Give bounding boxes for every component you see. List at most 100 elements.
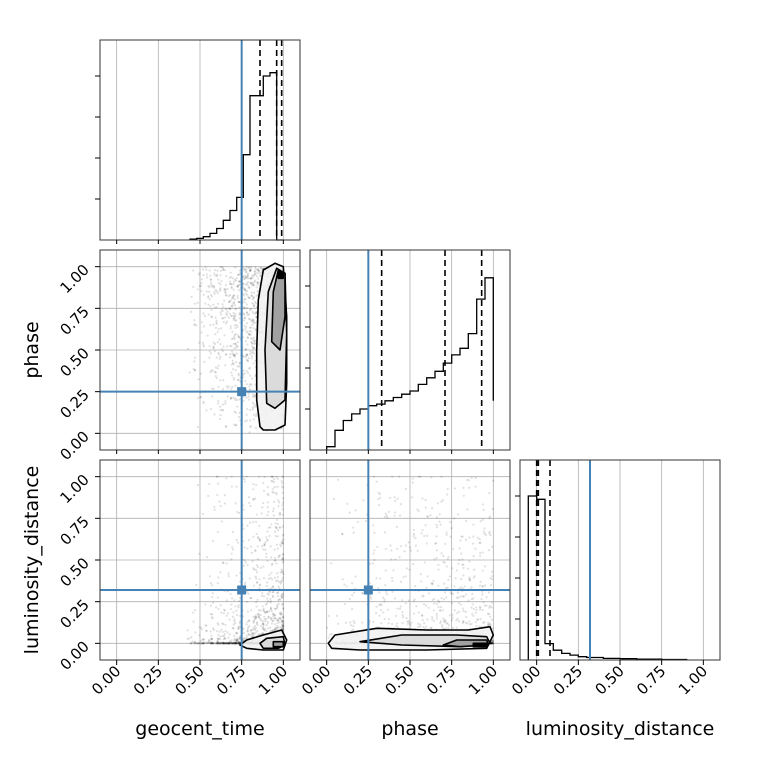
scatter-point-geocent_time-phase-736 bbox=[250, 276, 253, 280]
x-axis-label-geocent-time: geocent_time bbox=[135, 718, 264, 740]
scatter-point-geocent_time-phase-812 bbox=[254, 266, 257, 269]
scatter-point-phase-luminosity_distance-1171 bbox=[462, 619, 465, 623]
scatter-point-geocent_time-phase-479 bbox=[212, 346, 215, 350]
scatter-point-geocent_time-luminosity_distance-804 bbox=[217, 633, 220, 636]
scatter-point-geocent_time-luminosity_distance-549 bbox=[222, 642, 225, 645]
scatter-point-phase-luminosity_distance-988 bbox=[468, 560, 471, 563]
scatter-point-geocent_time-phase-1348 bbox=[253, 280, 256, 283]
scatter-point-geocent_time-phase-220 bbox=[223, 316, 227, 319]
scatter-point-geocent_time-luminosity_distance-1370 bbox=[245, 475, 248, 478]
scatter-point-geocent_time-luminosity_distance-1191 bbox=[211, 596, 214, 599]
scatter-point-geocent_time-luminosity_distance-197 bbox=[193, 608, 197, 612]
scatter-point-geocent_time-phase-1407 bbox=[238, 311, 241, 314]
xtick-label-phase-2: 0.50 bbox=[381, 662, 417, 698]
scatter-point-phase-luminosity_distance-223 bbox=[404, 602, 407, 605]
scatter-point-geocent_time-luminosity_distance-916 bbox=[252, 621, 255, 624]
scatter-point-phase-luminosity_distance-345 bbox=[489, 615, 492, 618]
scatter-point-geocent_time-luminosity_distance-11 bbox=[272, 514, 275, 517]
scatter-point-geocent_time-luminosity_distance-1442 bbox=[216, 642, 219, 645]
scatter-point-phase-luminosity_distance-206 bbox=[442, 617, 445, 620]
scatter-point-geocent_time-luminosity_distance-1291 bbox=[254, 568, 258, 572]
scatter-point-phase-luminosity_distance-474 bbox=[451, 613, 454, 616]
scatter-point-geocent_time-luminosity_distance-8 bbox=[282, 624, 285, 627]
scatter-point-phase-luminosity_distance-1467 bbox=[481, 593, 484, 596]
scatter-point-geocent_time-luminosity_distance-829 bbox=[215, 630, 218, 633]
scatter-point-geocent_time-luminosity_distance-384 bbox=[263, 615, 266, 618]
scatter-point-phase-luminosity_distance-128 bbox=[455, 626, 458, 629]
scatter-point-geocent_time-phase-655 bbox=[243, 277, 246, 280]
scatter-point-geocent_time-luminosity_distance-259 bbox=[278, 587, 281, 590]
scatter-point-phase-luminosity_distance-698 bbox=[441, 499, 445, 502]
scatter-point-geocent_time-phase-787 bbox=[247, 395, 250, 398]
scatter-point-geocent_time-luminosity_distance-298 bbox=[269, 597, 272, 601]
scatter-point-geocent_time-phase-324 bbox=[255, 413, 258, 416]
scatter-point-geocent_time-luminosity_distance-414 bbox=[276, 579, 279, 582]
scatter-point-phase-luminosity_distance-1480 bbox=[451, 592, 455, 595]
scatter-point-geocent_time-phase-1051 bbox=[248, 286, 251, 289]
scatter-point-geocent_time-luminosity_distance-208 bbox=[274, 535, 278, 538]
scatter-point-geocent_time-phase-1064 bbox=[219, 343, 222, 346]
scatter-point-geocent_time-luminosity_distance-1397 bbox=[238, 642, 241, 645]
scatter-point-geocent_time-luminosity_distance-236 bbox=[225, 641, 228, 645]
scatter-point-phase-luminosity_distance-542 bbox=[381, 596, 385, 599]
scatter-point-phase-luminosity_distance-1419 bbox=[442, 554, 445, 557]
scatter-point-geocent_time-luminosity_distance-946 bbox=[216, 642, 219, 645]
scatter-point-geocent_time-phase-1478 bbox=[230, 275, 233, 279]
scatter-point-geocent_time-luminosity_distance-1235 bbox=[282, 619, 285, 622]
scatter-point-geocent_time-phase-884 bbox=[221, 266, 224, 269]
scatter-point-geocent_time-luminosity_distance-1175 bbox=[218, 642, 221, 645]
scatter-point-geocent_time-luminosity_distance-1068 bbox=[252, 633, 256, 636]
scatter-point-geocent_time-luminosity_distance-172 bbox=[279, 526, 282, 529]
scatter-point-geocent_time-phase-329 bbox=[250, 291, 253, 294]
scatter-point-geocent_time-phase-1008 bbox=[207, 303, 210, 306]
scatter-point-geocent_time-luminosity_distance-763 bbox=[221, 642, 225, 645]
scatter-point-geocent_time-phase-146 bbox=[192, 269, 195, 272]
scatter-point-geocent_time-phase-869 bbox=[238, 269, 242, 272]
scatter-point-geocent_time-phase-1132 bbox=[255, 272, 258, 275]
scatter-point-geocent_time-luminosity_distance-485 bbox=[271, 491, 274, 494]
scatter-point-phase-luminosity_distance-131 bbox=[487, 591, 491, 594]
scatter-point-phase-luminosity_distance-1299 bbox=[375, 480, 378, 483]
scatter-point-geocent_time-luminosity_distance-1491 bbox=[226, 612, 230, 615]
ytick-label-luminosity_distance-1: 0.25 bbox=[56, 596, 92, 632]
scatter-point-phase-luminosity_distance-683 bbox=[461, 607, 464, 610]
scatter-point-geocent_time-luminosity_distance-128 bbox=[281, 557, 285, 561]
scatter-point-phase-luminosity_distance-1382 bbox=[490, 642, 493, 645]
scatter-point-phase-luminosity_distance-238 bbox=[443, 619, 446, 622]
scatter-point-phase-luminosity_distance-619 bbox=[421, 497, 424, 500]
scatter-point-geocent_time-phase-1510 bbox=[248, 333, 251, 336]
scatter-point-geocent_time-phase-1573 bbox=[248, 296, 251, 300]
scatter-point-geocent_time-luminosity_distance-1251 bbox=[208, 641, 211, 644]
scatter-point-geocent_time-luminosity_distance-645 bbox=[266, 610, 269, 614]
scatter-point-geocent_time-phase-100 bbox=[229, 325, 232, 328]
scatter-point-geocent_time-luminosity_distance-1529 bbox=[207, 641, 210, 644]
scatter-point-phase-luminosity_distance-120 bbox=[386, 516, 389, 519]
scatter-point-phase-luminosity_distance-1325 bbox=[488, 532, 491, 535]
scatter-point-geocent_time-luminosity_distance-725 bbox=[222, 623, 225, 626]
scatter-point-geocent_time-phase-563 bbox=[230, 283, 233, 286]
scatter-point-geocent_time-luminosity_distance-527 bbox=[228, 633, 231, 636]
scatter-point-geocent_time-luminosity_distance-1466 bbox=[208, 639, 211, 642]
scatter-point-geocent_time-phase-1546 bbox=[214, 375, 217, 378]
scatter-point-phase-luminosity_distance-389 bbox=[474, 476, 477, 480]
scatter-point-geocent_time-luminosity_distance-275 bbox=[211, 642, 215, 645]
scatter-point-geocent_time-luminosity_distance-1212 bbox=[228, 640, 231, 643]
scatter-point-phase-luminosity_distance-842 bbox=[468, 623, 472, 626]
scatter-point-phase-luminosity_distance-557 bbox=[486, 612, 490, 615]
contour-level-luminosity_distance-geocent_time-2 bbox=[272, 640, 285, 648]
scatter-point-phase-luminosity_distance-1592 bbox=[389, 496, 392, 499]
scatter-point-geocent_time-luminosity_distance-1376 bbox=[259, 624, 263, 627]
scatter-point-phase-luminosity_distance-908 bbox=[391, 590, 394, 593]
scatter-point-phase-luminosity_distance-607 bbox=[412, 535, 415, 538]
scatter-point-phase-luminosity_distance-325 bbox=[478, 541, 481, 545]
scatter-point-phase-luminosity_distance-288 bbox=[416, 508, 419, 511]
scatter-point-geocent_time-luminosity_distance-1128 bbox=[254, 631, 257, 634]
scatter-point-geocent_time-luminosity_distance-1422 bbox=[222, 642, 226, 645]
scatter-point-geocent_time-luminosity_distance-718 bbox=[228, 642, 231, 645]
scatter-point-geocent_time-luminosity_distance-250 bbox=[223, 633, 226, 636]
scatter-point-geocent_time-luminosity_distance-838 bbox=[223, 642, 226, 645]
scatter-point-phase-luminosity_distance-1023 bbox=[379, 609, 383, 612]
scatter-point-geocent_time-phase-457 bbox=[249, 408, 252, 412]
scatter-point-geocent_time-luminosity_distance-957 bbox=[256, 598, 259, 602]
scatter-point-geocent_time-luminosity_distance-937 bbox=[259, 609, 262, 612]
